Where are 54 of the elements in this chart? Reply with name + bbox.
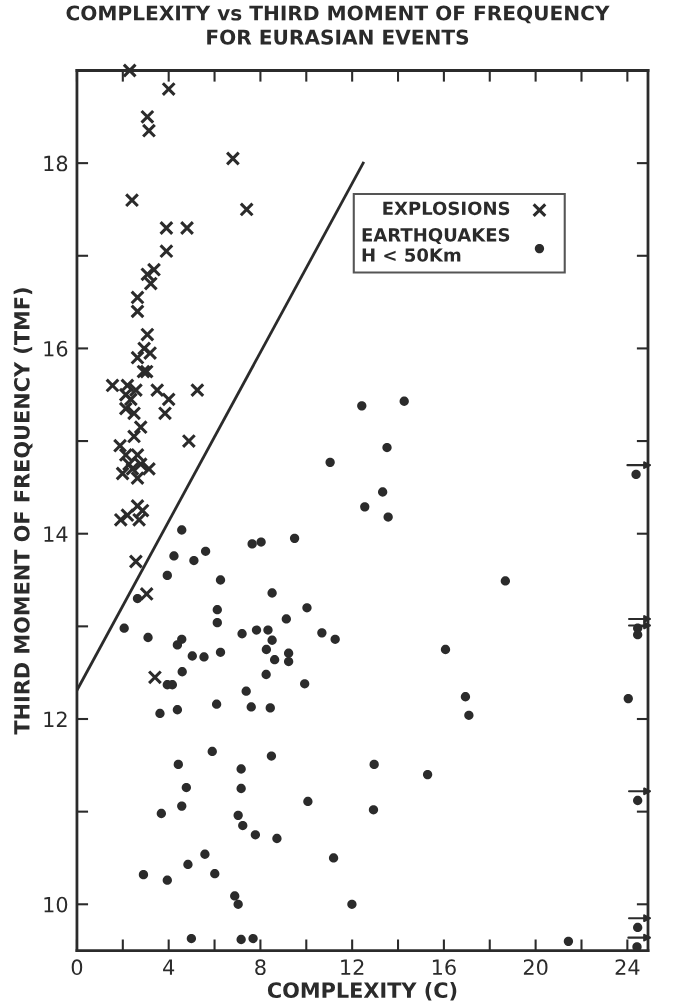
x-tick-label: 4 <box>163 959 175 975</box>
point <box>123 392 139 407</box>
legend-label: EARTHQUAKES H < 50Km <box>362 227 510 262</box>
point <box>118 401 134 416</box>
point <box>130 290 145 305</box>
point <box>159 243 174 259</box>
chart-title: COMPLEXITY vs THIRD MOMENT OF FREQUENCY FOR EURASIAN EVENTS <box>66 5 610 45</box>
point <box>133 419 149 435</box>
point <box>147 669 163 685</box>
x-tick-label: 20 <box>523 959 548 976</box>
point <box>122 63 138 78</box>
x-axis-title: COMPLEXITY (C) <box>267 981 457 1001</box>
x-tick-label: 24 <box>615 959 640 975</box>
point <box>181 433 197 449</box>
point <box>139 586 155 602</box>
x-tick-label: 0 <box>71 959 83 976</box>
y-tick-label: 12 <box>44 711 67 727</box>
point <box>143 276 159 291</box>
point <box>128 554 144 569</box>
point <box>130 304 145 319</box>
point <box>136 364 151 379</box>
x-tick-label: 8 <box>255 959 266 976</box>
y-axis-title: THIRD MOMENT OF FREQUENCY (TMF) <box>13 288 33 735</box>
point <box>130 470 145 486</box>
y-tick-label: 10 <box>44 896 68 913</box>
point <box>139 364 155 379</box>
point <box>149 382 165 398</box>
point <box>190 382 205 398</box>
point <box>179 220 195 236</box>
point <box>136 341 152 356</box>
point <box>225 151 241 166</box>
point <box>161 392 177 407</box>
point <box>140 327 155 342</box>
y-tick-label: 18 <box>44 155 68 172</box>
x-tick-label: 12 <box>341 959 364 975</box>
point <box>140 109 155 125</box>
point <box>157 405 173 421</box>
y-tick-label: 14 <box>44 526 68 542</box>
legend-label: EXPLOSIONS <box>383 201 510 216</box>
point <box>140 266 155 282</box>
y-tick-label: 16 <box>44 340 68 357</box>
point <box>159 220 174 236</box>
point <box>141 123 157 139</box>
point <box>135 503 150 518</box>
point <box>239 202 254 217</box>
point <box>113 512 129 528</box>
point <box>124 192 140 208</box>
x-tick-label: 16 <box>432 959 456 976</box>
point <box>130 498 145 514</box>
point <box>146 262 162 278</box>
point <box>112 438 128 454</box>
point <box>126 405 142 421</box>
point <box>126 429 142 444</box>
point <box>161 81 177 97</box>
